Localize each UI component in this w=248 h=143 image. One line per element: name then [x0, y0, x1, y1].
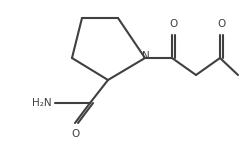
Text: O: O	[169, 19, 177, 29]
Text: H₂N: H₂N	[32, 98, 52, 108]
Text: O: O	[72, 129, 80, 139]
Text: O: O	[217, 19, 225, 29]
Text: N: N	[142, 51, 150, 61]
